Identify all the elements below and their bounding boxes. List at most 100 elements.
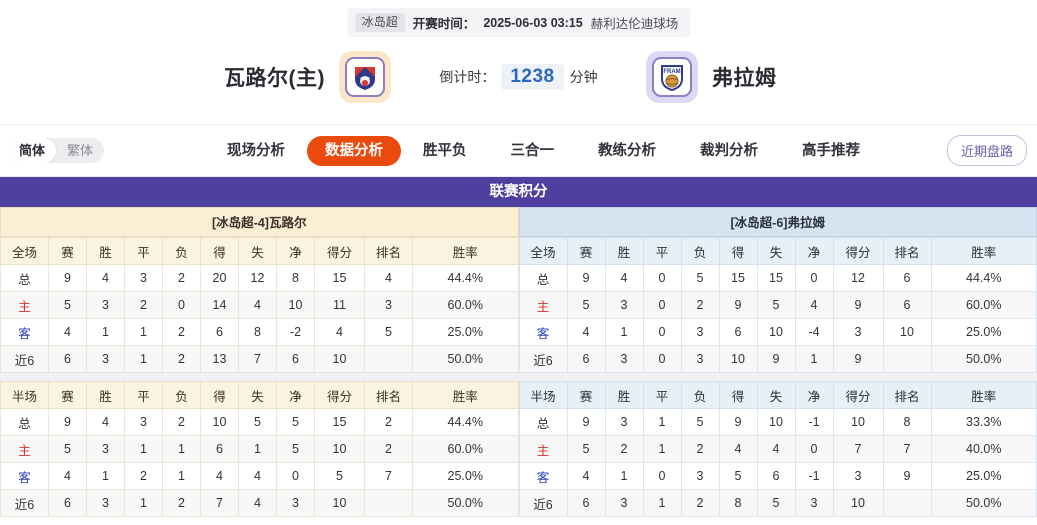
tab-list: 现场分析 数据分析 胜平负 三合一 教练分析 裁判分析 高手推荐	[205, 135, 882, 166]
cell-9	[882, 489, 932, 517]
col-header-0: 全场	[518, 237, 568, 265]
cell-3: 0	[642, 264, 682, 292]
cell-5: 9	[718, 291, 758, 319]
cell-5: 6	[718, 318, 758, 346]
cell-10: 60.0%	[412, 291, 519, 319]
cell-2: 2	[604, 435, 644, 463]
col-header-1: 赛	[48, 237, 87, 265]
col-header-2: 胜	[86, 381, 125, 409]
table-row: 客 4 1 2 1 4 4 0 5 7 25.0%	[0, 462, 519, 490]
row-label: 近6	[518, 345, 568, 373]
cell-10: 33.3%	[930, 408, 1037, 436]
col-header-4: 负	[680, 381, 720, 409]
cell-8: 12	[832, 264, 884, 292]
home-standings-panel: [冰岛超-4]瓦路尔 全场赛胜平负得失净得分 排名 胜率总 9 4 3 2 20 12 8 15 4 4…	[0, 207, 519, 517]
cell-5: 20	[200, 264, 239, 292]
table-header-row: 全场赛胜平负得失净得分 排名 胜率	[0, 237, 519, 265]
cell-2: 1	[604, 462, 644, 490]
cell-5: 10	[200, 408, 239, 436]
cell-5: 9	[718, 408, 758, 436]
cell-7: 5	[276, 408, 315, 436]
cell-8: 10	[832, 408, 884, 436]
cell-4: 1	[162, 435, 201, 463]
cell-6: 5	[756, 291, 796, 319]
cell-10: 44.4%	[412, 408, 519, 436]
match-meta-strip: 冰岛超 开赛时间： 2025-06-03 03:15 赫利达伦迪球场	[346, 8, 691, 37]
cell-7: 10	[276, 291, 315, 319]
away-full-table-mount: 全场赛胜平负得失净得分 排名 胜率总 9 4 0 5 15 15 0 12 6 44.4% 主 5 3 0 2 9 5…	[518, 237, 1037, 373]
col-header-1: 赛	[48, 381, 87, 409]
cell-3: 1	[642, 408, 682, 436]
cell-8: 15	[314, 408, 365, 436]
cell-10: 50.0%	[930, 489, 1037, 517]
recent-odds-button[interactable]: 近期盘路	[946, 135, 1027, 166]
home-team-block[interactable]: 瓦路尔(主)	[0, 51, 415, 103]
away-team-logo-frame: FRAM	[646, 51, 698, 103]
cell-7: -1	[794, 408, 834, 436]
cell-1: 6	[566, 489, 606, 517]
table-row: 总 9 4 3 2 20 12 8 15 4 44.4%	[0, 264, 519, 292]
league-badge[interactable]: 冰岛超	[354, 13, 405, 32]
col-header-3: 平	[124, 381, 163, 409]
cell-8: 3	[832, 318, 884, 346]
cell-2: 3	[86, 489, 125, 517]
cell-8: 4	[314, 318, 365, 346]
cell-8: 9	[832, 345, 884, 373]
cell-6: 4	[238, 462, 277, 490]
cell-5: 13	[200, 345, 239, 373]
cell-7: 5	[276, 435, 315, 463]
cell-6: 6	[756, 462, 796, 490]
language-toggle[interactable]: 简体 繁体	[8, 138, 105, 163]
table-row: 总 9 3 1 5 9 10 -1 10 8 33.3%	[518, 408, 1037, 436]
countdown-value: 1238	[501, 64, 564, 90]
cell-10: 44.4%	[412, 264, 519, 292]
away-section-divider	[518, 373, 1037, 381]
tab-referee-analysis[interactable]: 裁判分析	[700, 142, 758, 159]
col-header-4: 负	[162, 381, 201, 409]
cell-8: 3	[832, 462, 884, 490]
away-team-block[interactable]: FRAM 弗拉姆	[622, 51, 1037, 103]
cell-1: 4	[566, 318, 606, 346]
cell-2: 1	[86, 462, 125, 490]
home-team-logo-frame	[339, 51, 391, 103]
cell-1: 5	[48, 435, 87, 463]
cell-9: 10	[882, 318, 932, 346]
cell-1: 4	[48, 318, 87, 346]
col-header-5: 得	[200, 381, 239, 409]
cell-2: 4	[86, 264, 125, 292]
cell-6: 1	[238, 435, 277, 463]
cell-3: 1	[124, 489, 163, 517]
col-header-1: 赛	[566, 237, 606, 265]
cell-3: 0	[642, 462, 682, 490]
cell-8: 10	[314, 435, 365, 463]
lang-option-simplified[interactable]: 简体	[8, 138, 57, 163]
tab-live-analysis[interactable]: 现场分析	[227, 142, 285, 159]
cell-2: 3	[86, 291, 125, 319]
lang-option-traditional[interactable]: 繁体	[67, 143, 94, 158]
home-full-table: 全场赛胜平负得失净得分 排名 胜率总 9 4 3 2 20 12 8 15 4 44.4% 主 5 3 2 0 14…	[0, 237, 519, 373]
tab-expert-picks[interactable]: 高手推荐	[802, 142, 860, 159]
table-row: 近6 6 3 1 2 7 4 3 10 50.0%	[0, 489, 519, 517]
cell-4: 3	[680, 318, 720, 346]
tab-win-draw-loss[interactable]: 胜平负	[423, 142, 467, 159]
col-header-0: 半场	[518, 381, 568, 409]
row-label: 客	[518, 462, 568, 490]
cell-3: 0	[642, 291, 682, 319]
col-header-8: 得分	[832, 237, 884, 265]
tab-data-analysis[interactable]: 数据分析	[307, 135, 401, 166]
tab-three-in-one[interactable]: 三合一	[510, 142, 555, 159]
cell-4: 2	[162, 408, 201, 436]
col-header-0: 全场	[0, 237, 49, 265]
row-label: 总	[0, 408, 49, 436]
cell-3: 3	[124, 264, 163, 292]
cell-6: 10	[756, 408, 796, 436]
cell-9: 8	[882, 408, 932, 436]
cell-4: 1	[162, 462, 201, 490]
away-team-name: 弗拉姆	[712, 67, 777, 90]
countdown-label: 倒计时：	[439, 69, 496, 85]
cell-4: 2	[680, 435, 720, 463]
tab-coach-analysis[interactable]: 教练分析	[598, 142, 656, 159]
cell-3: 3	[124, 408, 163, 436]
cell-4: 3	[680, 462, 720, 490]
cell-10: 60.0%	[412, 435, 519, 463]
